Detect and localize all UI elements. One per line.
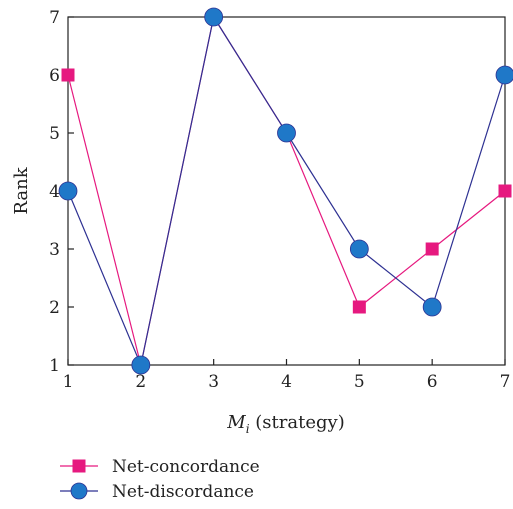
y-tick-label: 4: [49, 182, 60, 202]
y-tick-label: 6: [49, 66, 60, 86]
y-tick-label: 3: [49, 240, 60, 260]
y-tick-label: 7: [49, 8, 60, 28]
x-axis-label-subscript: i: [246, 422, 250, 436]
series-2-marker: [58, 181, 78, 201]
x-axis-label-symbol: M: [226, 412, 246, 433]
series-2-marker: [349, 239, 369, 259]
series-2-marker: [277, 123, 296, 143]
x-axis-ticks: 1 2 3 4 5 6 7: [63, 359, 511, 392]
series-2-marker: [495, 65, 513, 85]
x-tick-label: 4: [281, 372, 292, 392]
y-tick-label: 2: [49, 298, 60, 318]
x-tick-label: 5: [354, 372, 365, 392]
legend-marker-1: [72, 459, 86, 473]
series-2-marker: [204, 7, 224, 27]
series-1-marker: [352, 300, 366, 314]
x-axis-label-text: (strategy): [250, 412, 345, 433]
series-1-marker: [61, 68, 75, 82]
x-tick-label: 7: [500, 372, 511, 392]
y-axis-label: Rank: [11, 166, 32, 214]
x-tick-label: 3: [208, 372, 219, 392]
series-1-marker: [498, 184, 512, 198]
legend-label-1: Net-concordance: [112, 457, 260, 477]
x-tick-label: 1: [63, 372, 74, 392]
series-layer: [58, 7, 513, 375]
y-tick-label: 1: [49, 356, 60, 376]
legend-label-2: Net-discordance: [112, 482, 254, 502]
x-tick-label: 6: [427, 372, 438, 392]
legend: Net-concordance Net-discordance: [60, 457, 260, 502]
series-2-marker: [422, 297, 442, 317]
x-tick-label: 2: [135, 372, 146, 392]
y-tick-label: 5: [49, 124, 60, 144]
x-axis-label: Mi (strategy): [226, 412, 344, 436]
series-2-marker: [131, 355, 151, 375]
legend-marker-2: [70, 482, 88, 500]
series-1-marker: [425, 242, 439, 256]
